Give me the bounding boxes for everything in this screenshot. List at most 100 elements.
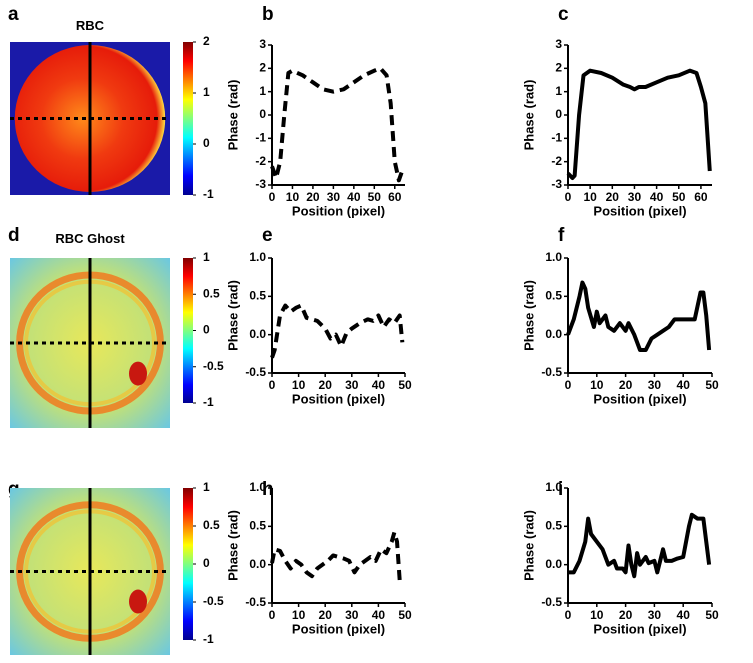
colorbar-tick-label: 2: [203, 34, 210, 48]
panel-letter: d: [8, 225, 20, 246]
data-line: [568, 512, 712, 579]
x-tick-label: 20: [319, 608, 333, 622]
colorbar-tick-label: 0: [203, 556, 210, 570]
y-tick-label: -0.5: [541, 595, 562, 609]
y-tick-label: -0.5: [245, 595, 266, 609]
title-text: RBC: [76, 18, 105, 33]
x-tick-label: 10: [590, 608, 604, 622]
x-axis-label: Position (pixel): [593, 391, 686, 406]
colorbar-tick-label: -1: [203, 395, 214, 409]
x-tick-label: 0: [565, 608, 572, 622]
x-tick-label: 20: [319, 378, 333, 392]
x-tick-label: 20: [606, 190, 620, 204]
x-tick-label: 10: [286, 190, 300, 204]
y-tick-label: -1: [551, 131, 562, 145]
x-axis-label: Position (pixel): [292, 203, 385, 218]
image-title: RBC: [76, 18, 105, 33]
x-tick-label: 30: [345, 608, 359, 622]
x-tick-label: 0: [565, 378, 572, 392]
y-tick-label: -2: [551, 154, 562, 168]
colorbar-tick-label: -0.5: [203, 594, 224, 608]
y-tick-label: 1: [259, 84, 266, 98]
colorbar-tick-label: 0: [203, 136, 210, 150]
colorbar-tick-label: -0.5: [203, 359, 224, 373]
x-tick-label: 60: [388, 190, 402, 204]
colorbar: [183, 42, 193, 195]
y-tick-label: 0.0: [545, 557, 562, 571]
x-tick-label: 30: [345, 378, 359, 392]
colorbar-tick-label: 1: [203, 250, 210, 264]
data-line: [566, 68, 712, 180]
y-tick-label: 1: [555, 84, 562, 98]
colorbar-tick-label: 0.5: [203, 286, 220, 300]
x-tick-label: 50: [398, 378, 412, 392]
hot-spot: [129, 361, 147, 386]
x-tick-label: 20: [306, 190, 320, 204]
x-tick-label: 10: [292, 378, 306, 392]
data-line: [270, 530, 402, 581]
y-tick-label: 1.0: [545, 480, 562, 494]
y-axis-label: Phase (rad): [225, 280, 240, 351]
x-tick-label: 40: [372, 608, 386, 622]
y-tick-label: 0: [555, 107, 562, 121]
x-axis-label: Position (pixel): [292, 621, 385, 636]
x-tick-label: 0: [269, 608, 276, 622]
x-tick-label: 0: [269, 378, 276, 392]
colorbar: [183, 488, 193, 640]
y-tick-label: -2: [255, 154, 266, 168]
y-tick-label: 0: [259, 107, 266, 121]
x-tick-label: 10: [292, 608, 306, 622]
x-tick-label: 60: [694, 190, 708, 204]
y-tick-label: 0.0: [249, 327, 266, 341]
y-tick-label: 0.5: [545, 289, 562, 303]
y-tick-label: 0.5: [249, 289, 266, 303]
colorbar-tick-label: 1: [203, 85, 210, 99]
panel-letter: b: [262, 4, 274, 25]
x-tick-label: 40: [677, 608, 691, 622]
y-axis-label: Phase (rad): [225, 80, 240, 151]
y-tick-label: -0.5: [541, 365, 562, 379]
panel-letter: e: [262, 225, 273, 246]
x-tick-label: 30: [628, 190, 642, 204]
x-tick-label: 0: [269, 190, 276, 204]
x-tick-label: 50: [705, 608, 719, 622]
colorbar-tick-label: 1: [203, 480, 210, 494]
colorbar-tick-label: 0.5: [203, 518, 220, 532]
x-tick-label: 30: [648, 378, 662, 392]
y-axis-label: Phase (rad): [225, 510, 240, 581]
x-tick-label: 0: [565, 190, 572, 204]
panel-letter: c: [558, 4, 569, 25]
x-tick-label: 30: [648, 608, 662, 622]
data-line: [566, 280, 712, 352]
data-line: [270, 303, 405, 359]
y-tick-label: 1.0: [249, 250, 266, 264]
x-tick-label: 40: [650, 190, 664, 204]
x-axis-label: Position (pixel): [593, 203, 686, 218]
x-tick-label: 40: [677, 378, 691, 392]
colorbar-tick-label: -1: [203, 187, 214, 201]
y-tick-label: -1: [255, 131, 266, 145]
y-tick-label: -3: [551, 177, 562, 191]
x-tick-label: 30: [327, 190, 341, 204]
y-tick-label: 2: [259, 61, 266, 75]
x-tick-label: 50: [705, 378, 719, 392]
panel-letter: h: [262, 479, 274, 500]
y-axis-label: Phase (rad): [521, 510, 536, 581]
panel-letter: a: [8, 4, 19, 25]
y-tick-label: 3: [259, 37, 266, 51]
x-axis-label: Position (pixel): [292, 391, 385, 406]
y-tick-label: -3: [255, 177, 266, 191]
y-tick-label: 2: [555, 61, 562, 75]
y-tick-label: 1.0: [249, 480, 266, 494]
y-tick-label: 0.5: [545, 519, 562, 533]
y-axis-label: Phase (rad): [521, 280, 536, 351]
colorbar-tick-label: -1: [203, 632, 214, 646]
x-tick-label: 20: [619, 378, 633, 392]
x-tick-label: 20: [619, 608, 633, 622]
image-title: RBC Ghost: [55, 231, 125, 246]
x-tick-label: 10: [583, 190, 597, 204]
y-tick-label: -0.5: [245, 365, 266, 379]
hot-spot: [129, 589, 147, 614]
panel-letter: f: [558, 225, 565, 246]
y-axis-label: Phase (rad): [521, 80, 536, 151]
